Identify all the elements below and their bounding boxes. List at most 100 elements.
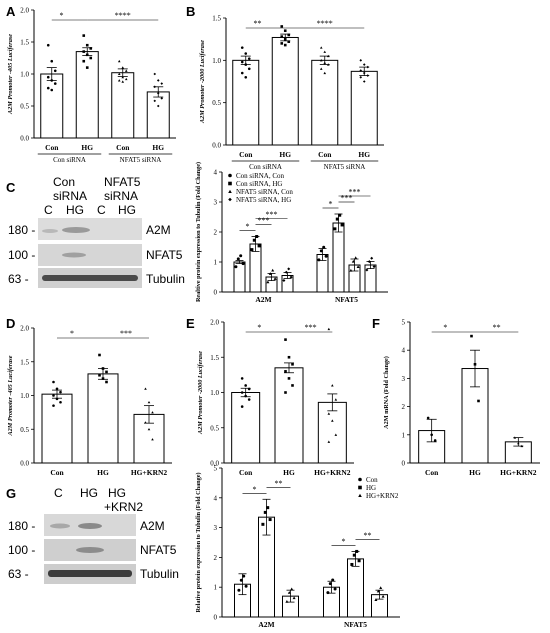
chart-G-data-point (376, 589, 380, 593)
chart-D-data-point (59, 390, 62, 394)
chart-E-data-point (287, 377, 291, 380)
chart-D-significance-label: * (70, 329, 74, 338)
chart-A-data-point (46, 43, 50, 47)
chart-D-data-point (147, 400, 151, 404)
chart-C-data-point (284, 270, 288, 274)
chart-E-y-tick-label: 0.5 (210, 424, 219, 432)
chart-E-data-point (247, 398, 251, 401)
chart-D-y-tick-label: 2.0 (20, 325, 29, 333)
chart-D-y-tick-label: 0.0 (20, 460, 29, 468)
chart-B-x-tick-label: Con (239, 150, 253, 159)
chart-D-data-point (52, 404, 55, 407)
chart-A-x-tick-label: Con (45, 143, 59, 152)
chart-A-data-point (124, 69, 128, 72)
chart-G-data-point (381, 594, 385, 598)
chart-C-significance-label: *** (258, 216, 270, 225)
chart-G-data-point (239, 578, 243, 582)
blot-c-mw-100: 100 - (8, 248, 35, 262)
blot-c-label-a2m: A2M (146, 223, 171, 237)
chart-F-data-point (513, 436, 517, 439)
chart-C-legend-label: Con siRNA, Con (236, 172, 285, 180)
chart-E-x-tick-label: HG (283, 468, 295, 477)
chart-F-y-tick-label: 1 (402, 431, 406, 439)
chart-C-y-tick-label: 4 (214, 169, 218, 177)
chart-G-data-point (242, 574, 246, 578)
blot-c-lane-3: C (97, 203, 106, 217)
chart-E-significance-label: *** (305, 323, 317, 332)
chart-A-data-point (160, 97, 164, 100)
blot-g-tubulin-band (48, 570, 132, 577)
chart-E-data-point (331, 384, 334, 387)
chart-E-data-point (240, 391, 244, 394)
chart-A: 0.0 0.5 1.0 1.5 2.0 A2M Promoter -405 Lucifer… (7, 7, 176, 164)
blot-c-lane-top-1: Con (53, 175, 75, 189)
chart-A-data-point (153, 72, 157, 76)
chart-D-data-point (101, 367, 105, 370)
chart-C-x-tick-label: A2M (255, 295, 271, 304)
blot-c-label-nfat5: NFAT5 (146, 248, 183, 262)
chart-C-data-point (268, 272, 272, 275)
chart-G-y-tick-label: 0 (214, 614, 218, 622)
chart-D-data-point (144, 387, 147, 390)
chart-D-data-point (52, 394, 55, 397)
panel-label-d: D (6, 316, 15, 331)
chart-C-legend-marker (228, 173, 232, 178)
chart-B-data-point (323, 50, 327, 53)
chart-F-bar (461, 368, 489, 464)
chart-A-data-point (50, 88, 54, 92)
chart-A-data-point (124, 77, 128, 81)
chart-E-data-point (327, 440, 331, 443)
chart-B-x-tick-label: Con (318, 150, 332, 159)
chart-C-legend-marker (228, 189, 232, 193)
chart-G-data-point (263, 510, 267, 514)
chart-B-data-point (240, 71, 244, 75)
blot-g-a2m-band (50, 523, 70, 529)
chart-D: 0.0 0.5 1.0 1.5 2.0 A2M Promoter -405 Lucifer… (7, 325, 172, 477)
chart-E-x-tick-label: Con (239, 468, 253, 477)
chart-B-data-point (362, 63, 366, 66)
chart-G-data-point (333, 587, 337, 591)
chart-C-bar (332, 222, 345, 293)
chart-G-legend-marker (358, 493, 362, 497)
chart-C-data-point (354, 256, 358, 259)
chart-B-bar (271, 36, 299, 146)
western-blot-c: Con NFAT5 siRNA siRNA C HG C HG A2M NFAT… (8, 175, 185, 288)
blot-g-label-nfat5: NFAT5 (140, 543, 177, 557)
chart-C-data-point (317, 258, 321, 262)
chart-B-data-point (319, 67, 323, 70)
blot-c-a2m-band (42, 229, 58, 233)
chart-B-x-tick-label: HG (358, 150, 370, 159)
chart-B-data-point (280, 35, 284, 38)
chart-B-y-tick-label: 1.0 (212, 57, 221, 65)
chart-G-data-point (352, 553, 356, 557)
panel-label-c: C (6, 180, 16, 195)
chart-B-data-point (287, 40, 291, 44)
panel-label-e: E (186, 316, 195, 331)
chart-E-data-point (334, 398, 338, 401)
chart-A-data-point (85, 43, 89, 47)
chart-A-data-point (50, 79, 54, 82)
chart-D-y-tick-label: 0.5 (20, 426, 29, 434)
chart-B-data-point (362, 71, 366, 75)
chart-C-data-point (335, 217, 339, 221)
chart-D-bar (41, 393, 73, 464)
chart-F-data-point (433, 439, 437, 442)
blot-c-lane-top-2: NFAT5 (104, 175, 141, 189)
chart-E-data-point (240, 405, 244, 408)
chart-G-significance-label: * (342, 537, 346, 546)
chart-D-data-point (105, 370, 108, 374)
chart-A-data-point (82, 59, 86, 63)
chart-B-data-point (283, 37, 287, 41)
chart-C-data-point (351, 259, 355, 263)
chart-D-data-point (147, 427, 151, 431)
chart-A-data-point (85, 66, 89, 69)
chart-B-group-label: NFAT5 siRNA (324, 163, 366, 171)
chart-C-x-tick-label: NFAT5 (335, 295, 358, 304)
chart-A-y-tick-label: 2.0 (20, 7, 29, 15)
chart-A-x-tick-label: Con (116, 143, 130, 152)
chart-A-significance-label: * (60, 11, 64, 20)
chart-A-significance-label: **** (115, 11, 131, 20)
chart-B-data-point (287, 33, 291, 37)
chart-G-y-tick-label: 4 (214, 494, 218, 502)
chart-A-data-point (50, 59, 54, 63)
